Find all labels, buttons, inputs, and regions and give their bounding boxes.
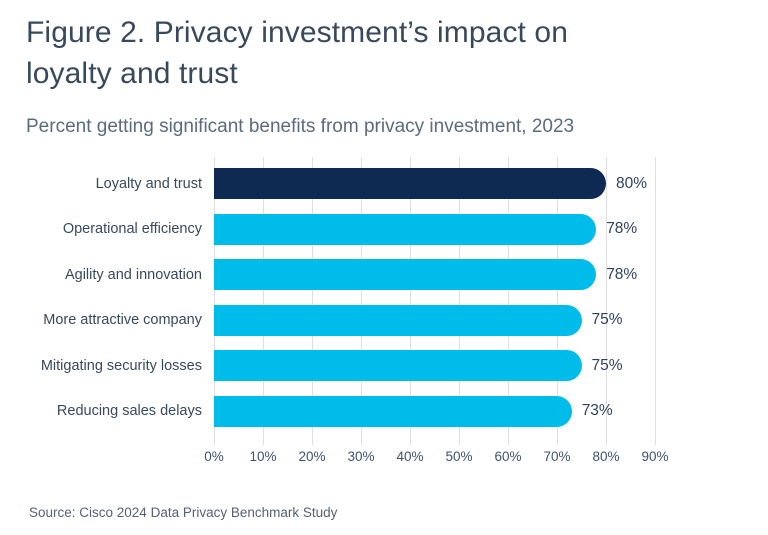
category-label: More attractive company bbox=[43, 312, 202, 328]
figure-subtitle: Percent getting significant benefits fro… bbox=[26, 116, 575, 137]
category-label: Loyalty and trust bbox=[95, 175, 202, 192]
gridline bbox=[263, 157, 264, 445]
x-axis-tick-label: 80% bbox=[592, 449, 620, 464]
bar-row: Mitigating security losses 75% bbox=[41, 350, 655, 381]
category-label: Mitigating security losses bbox=[40, 357, 202, 374]
category-label: Reducing sales delays bbox=[56, 403, 202, 419]
gridline bbox=[606, 157, 607, 445]
bar-value-label: 75% bbox=[591, 311, 623, 328]
gridline bbox=[214, 157, 215, 445]
bar-row: Operational efficiency 78% bbox=[63, 213, 655, 245]
gridline bbox=[361, 157, 362, 445]
bar-value-label: 78% bbox=[606, 220, 638, 237]
bar bbox=[214, 395, 572, 427]
gridline bbox=[312, 157, 313, 445]
bar bbox=[214, 213, 597, 245]
bar-chart: 0% 10% 20% 30% 40% 50% 60% 70% 80% 90% Loyalty and… bbox=[0, 150, 768, 464]
x-axis-tick-label: 40% bbox=[396, 449, 424, 464]
bar-row: More attractive company 75% bbox=[43, 304, 655, 336]
bar-value-label: 75% bbox=[591, 356, 623, 374]
bar-value-label: 73% bbox=[581, 402, 613, 419]
gridline bbox=[410, 157, 411, 445]
gridline bbox=[655, 157, 656, 445]
category-label: Operational efficiency bbox=[62, 221, 202, 237]
bar bbox=[214, 350, 582, 381]
bar bbox=[214, 259, 597, 290]
bar bbox=[214, 168, 606, 199]
gridline bbox=[508, 157, 509, 445]
gridline bbox=[459, 157, 460, 445]
x-axis-tick-label: 90% bbox=[641, 449, 669, 464]
category-label: Agility and innovation bbox=[64, 266, 202, 283]
bar-value-label: 80% bbox=[616, 174, 648, 192]
x-axis-tick-label: 20% bbox=[298, 449, 326, 464]
x-axis-tick-label: 30% bbox=[347, 449, 375, 464]
bar bbox=[214, 304, 582, 336]
plot-area: 0% 10% 20% 30% 40% 50% 60% 70% 80% 90% Loyalty and… bbox=[41, 157, 669, 464]
page-title: Figure 2. Privacy investment’s impact on… bbox=[26, 16, 568, 90]
bar-row: Loyalty and trust 80% bbox=[96, 168, 655, 199]
bar-row: Agility and innovation 78% bbox=[65, 259, 655, 290]
x-axis-tick-label: 0% bbox=[204, 449, 224, 464]
gridline bbox=[557, 157, 558, 445]
x-axis-tick-label: 60% bbox=[494, 449, 522, 464]
x-axis-tick-label: 70% bbox=[543, 449, 571, 464]
bar-row: Reducing sales delays 73% bbox=[57, 395, 655, 427]
source-note: Source: Cisco 2024 Data Privacy Benchmar… bbox=[29, 505, 338, 520]
bar-value-label: 78% bbox=[606, 265, 638, 283]
x-axis-tick-label: 10% bbox=[249, 449, 277, 464]
x-axis-tick-label: 50% bbox=[445, 449, 473, 464]
